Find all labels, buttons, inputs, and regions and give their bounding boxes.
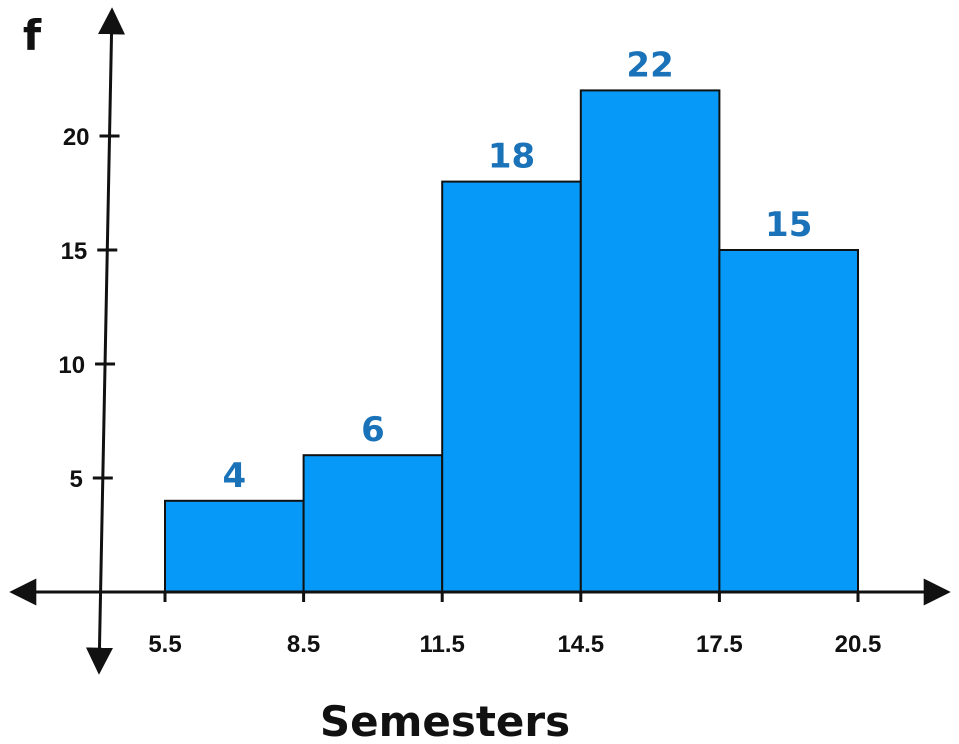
axes-layer — [9, 7, 951, 675]
y-tick-label-10: 10 — [58, 352, 85, 379]
bar-3 — [441, 180, 582, 593]
labels-layer: 4 6 18 22 15 5 10 15 20 5.5 8.5 11.5 14.5 17.5 20.5 Sem… — [23, 11, 882, 744]
data-label-2: 6 — [361, 410, 385, 450]
y-tick-label-15: 15 — [61, 238, 88, 265]
data-label-4: 22 — [626, 45, 673, 85]
x-tick-label-4: 14.5 — [557, 631, 604, 658]
x-tick-label-2: 8.5 — [287, 631, 320, 658]
y-tick-label-20: 20 — [63, 124, 90, 151]
data-label-1: 4 — [222, 456, 246, 496]
y-axis — [85, 7, 126, 675]
data-label-3: 18 — [488, 137, 535, 177]
bar-1 — [164, 499, 305, 593]
bar-4 — [579, 89, 721, 594]
y-tick-label-5: 5 — [69, 466, 82, 493]
x-tick-label-6: 20.5 — [835, 631, 882, 658]
x-axis-title: Semesters — [320, 697, 570, 744]
x-tick-label-5: 17.5 — [696, 631, 743, 658]
bar-2 — [302, 454, 444, 594]
bar-5 — [718, 249, 860, 593]
x-tick-label-1: 5.5 — [148, 631, 181, 658]
data-label-5: 15 — [765, 205, 812, 245]
x-tick-label-3: 11.5 — [420, 631, 465, 658]
y-axis-title: f — [23, 11, 42, 60]
bars-layer — [164, 89, 860, 594]
